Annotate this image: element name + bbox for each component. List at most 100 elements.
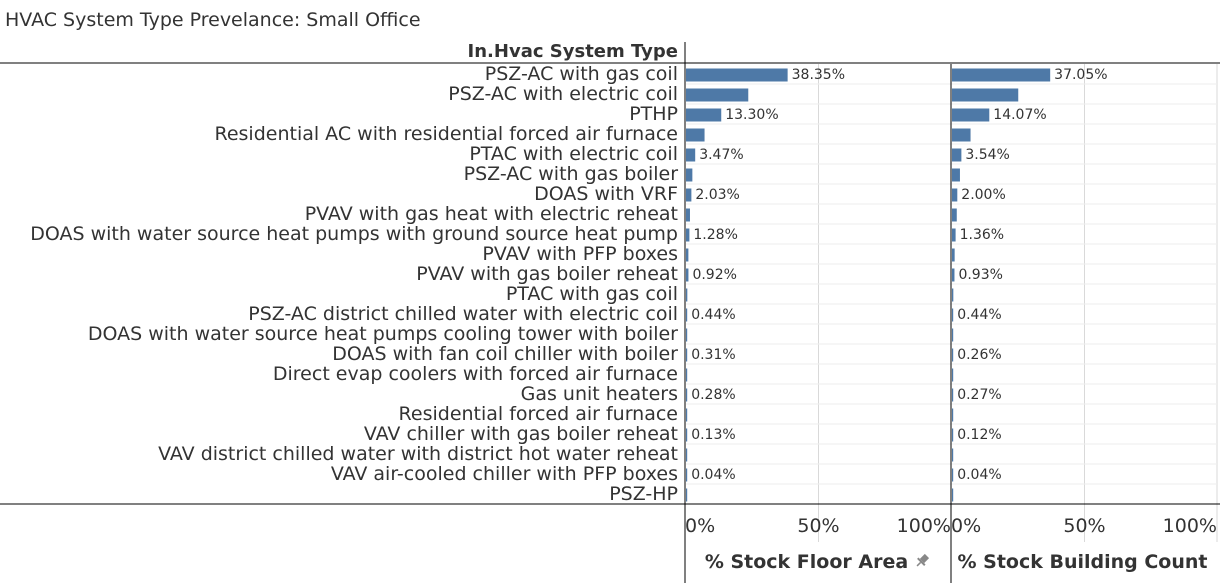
data-label: 0.13% (691, 427, 735, 443)
category-label[interactable]: DOAS with fan coil chiller with boiler (332, 343, 678, 365)
data-label: 0.12% (957, 427, 1001, 443)
data-label: 0.31% (691, 347, 735, 363)
bar[interactable] (952, 468, 954, 482)
category-label[interactable]: PSZ-AC with electric coil (448, 83, 678, 105)
category-label[interactable]: PTHP (629, 103, 678, 125)
bar[interactable] (952, 248, 955, 262)
data-label: 2.00% (961, 187, 1005, 203)
x-tick-label: 0% (951, 515, 981, 537)
x-axis-title[interactable]: % Stock Floor Area (705, 551, 908, 573)
category-label[interactable]: PTAC with electric coil (469, 143, 678, 165)
bar[interactable] (686, 328, 688, 342)
bar[interactable] (686, 428, 688, 442)
bar[interactable] (686, 188, 692, 202)
bar[interactable] (686, 88, 749, 102)
x-tick-label: 50% (1063, 515, 1105, 537)
data-label: 3.54% (965, 147, 1009, 163)
x-tick-label: 100% (1163, 515, 1217, 537)
bar[interactable] (686, 68, 788, 82)
bar[interactable] (686, 448, 688, 462)
x-axis-title[interactable]: % Stock Building Count (957, 551, 1207, 573)
category-label[interactable]: PSZ-AC district chilled water with elect… (248, 303, 678, 325)
bar[interactable] (686, 168, 693, 182)
bar[interactable] (686, 348, 688, 362)
chart-title: HVAC System Type Prevelance: Small Offic… (5, 9, 421, 31)
bar[interactable] (686, 268, 689, 282)
data-label: 3.47% (699, 147, 743, 163)
category-label[interactable]: PVAV with gas boiler reheat (416, 263, 678, 285)
bar[interactable] (952, 328, 954, 342)
bar[interactable] (952, 288, 954, 302)
bar[interactable] (686, 228, 690, 242)
category-label[interactable]: VAV air-cooled chiller with PFP boxes (331, 463, 678, 485)
category-label[interactable]: DOAS with water source heat pumps with g… (30, 223, 678, 245)
data-label: 37.05% (1054, 67, 1107, 83)
data-label: 0.44% (691, 307, 735, 323)
bar[interactable] (686, 288, 688, 302)
row-header[interactable]: In.Hvac System Type (468, 41, 678, 62)
bar[interactable] (686, 208, 690, 222)
bar[interactable] (686, 128, 705, 142)
bar[interactable] (952, 388, 954, 402)
bar[interactable] (952, 308, 954, 322)
bar[interactable] (952, 268, 955, 282)
bar[interactable] (952, 368, 954, 382)
bar[interactable] (952, 448, 954, 462)
data-label: 0.04% (691, 467, 735, 483)
category-label[interactable]: PSZ-HP (609, 483, 678, 505)
bar[interactable] (952, 168, 960, 182)
category-label[interactable]: DOAS with water source heat pumps coolin… (88, 323, 678, 345)
data-label: 0.44% (957, 307, 1001, 323)
x-tick-label: 100% (897, 515, 951, 537)
category-label[interactable]: PTAC with gas coil (506, 283, 678, 305)
bar[interactable] (952, 348, 954, 362)
x-tick-label: 0% (685, 515, 715, 537)
bar[interactable] (952, 428, 954, 442)
bar[interactable] (686, 468, 688, 482)
data-label: 0.93% (958, 267, 1002, 283)
bar-layer (686, 68, 1051, 502)
category-label[interactable]: Residential AC with residential forced a… (214, 123, 678, 145)
category-label[interactable]: PVAV with PFP boxes (482, 243, 678, 265)
bar[interactable] (686, 368, 688, 382)
bar[interactable] (686, 308, 688, 322)
bar[interactable] (952, 128, 971, 142)
bar[interactable] (686, 388, 688, 402)
category-label[interactable]: Direct evap coolers with forced air furn… (273, 363, 678, 385)
bar[interactable] (952, 108, 990, 122)
category-label[interactable]: PSZ-AC with gas coil (485, 63, 678, 85)
bar[interactable] (686, 248, 689, 262)
bar[interactable] (952, 208, 957, 222)
data-label: 38.35% (792, 67, 845, 83)
category-label[interactable]: PVAV with gas heat with electric reheat (305, 203, 678, 225)
category-label[interactable]: Residential forced air furnace (399, 403, 678, 425)
axis-layer: 0% 50% 100% % Stock Floor Area 0% 50% 100% % St… (0, 42, 1220, 583)
bar[interactable] (952, 188, 958, 202)
data-label: 0.92% (692, 267, 736, 283)
data-label: 2.03% (695, 187, 739, 203)
bar[interactable] (686, 148, 696, 162)
bar[interactable] (952, 148, 962, 162)
bar[interactable] (686, 488, 688, 502)
bar[interactable] (952, 488, 954, 502)
bar[interactable] (952, 408, 954, 422)
pin-icon[interactable] (914, 553, 931, 570)
data-label: 0.27% (957, 387, 1001, 403)
bar[interactable] (952, 228, 956, 242)
data-label: 14.07% (993, 107, 1046, 123)
grid-layer (818, 64, 1218, 542)
category-label[interactable]: DOAS with VRF (534, 183, 678, 205)
category-label[interactable]: VAV district chilled water with district… (158, 443, 678, 465)
data-label: 13.30% (725, 107, 778, 123)
category-label[interactable]: PSZ-AC with gas boiler (464, 163, 679, 185)
data-label: 0.04% (957, 467, 1001, 483)
bar[interactable] (686, 108, 722, 122)
data-label: 0.28% (691, 387, 735, 403)
bar[interactable] (686, 408, 688, 422)
x-tick-label: 50% (797, 515, 839, 537)
bar[interactable] (952, 88, 1019, 102)
bar[interactable] (952, 68, 1051, 82)
category-label[interactable]: Gas unit heaters (521, 383, 678, 405)
category-label[interactable]: VAV chiller with gas boiler reheat (364, 423, 678, 445)
